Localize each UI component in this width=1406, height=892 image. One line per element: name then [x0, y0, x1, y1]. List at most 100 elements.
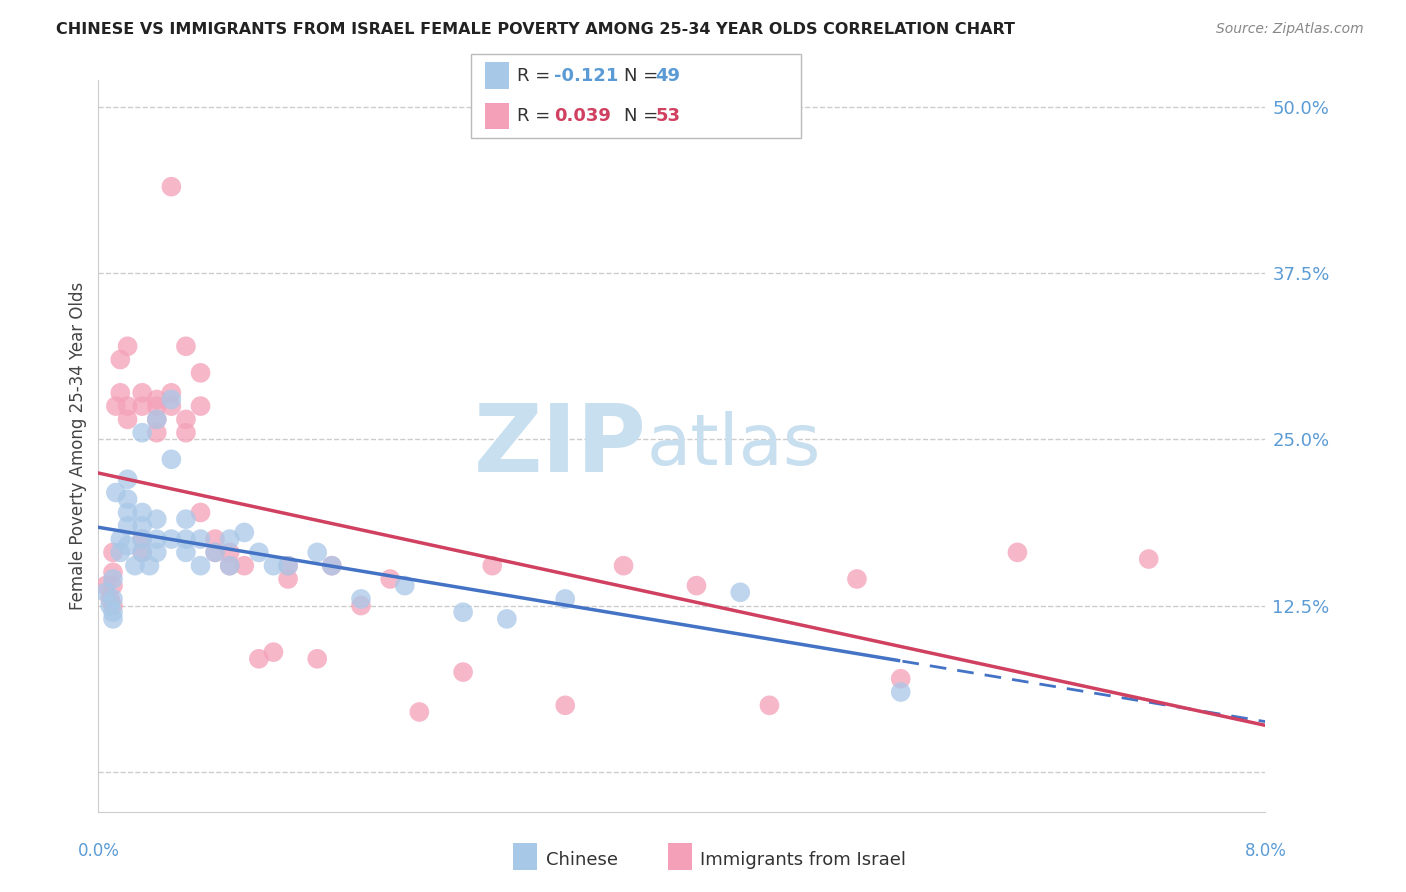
- Point: [408, 705, 430, 719]
- Text: 8.0%: 8.0%: [1244, 842, 1286, 860]
- Point: [890, 672, 912, 686]
- Point: [117, 492, 139, 507]
- Point: [378, 572, 402, 586]
- Point: [190, 558, 212, 573]
- Point: [204, 532, 226, 546]
- Point: [1007, 545, 1029, 559]
- Point: [101, 605, 124, 619]
- Text: R =: R =: [517, 67, 557, 85]
- Point: [131, 532, 153, 546]
- Point: [758, 698, 780, 713]
- Y-axis label: Female Poverty Among 25-34 Year Olds: Female Poverty Among 25-34 Year Olds: [69, 282, 87, 610]
- Point: [218, 532, 240, 546]
- Text: 0.039: 0.039: [554, 107, 610, 125]
- Point: [190, 532, 212, 546]
- Point: [350, 591, 373, 606]
- Point: [131, 399, 153, 413]
- Point: [101, 612, 124, 626]
- Point: [117, 472, 139, 486]
- Point: [117, 518, 139, 533]
- Point: [277, 572, 299, 586]
- Point: [350, 599, 373, 613]
- Point: [117, 339, 139, 353]
- Point: [160, 452, 183, 467]
- Point: [101, 572, 124, 586]
- Point: [218, 558, 240, 573]
- Text: -0.121: -0.121: [554, 67, 619, 85]
- Point: [190, 399, 212, 413]
- Text: CHINESE VS IMMIGRANTS FROM ISRAEL FEMALE POVERTY AMONG 25-34 YEAR OLDS CORRELATI: CHINESE VS IMMIGRANTS FROM ISRAEL FEMALE…: [56, 22, 1015, 37]
- Point: [728, 585, 751, 599]
- Point: [98, 599, 121, 613]
- Point: [554, 591, 576, 606]
- Point: [146, 392, 169, 407]
- Text: ZIP: ZIP: [474, 400, 647, 492]
- Point: [174, 532, 197, 546]
- Point: [174, 545, 197, 559]
- Point: [247, 652, 270, 666]
- Point: [451, 665, 474, 679]
- Point: [307, 545, 329, 559]
- Point: [174, 512, 197, 526]
- Point: [846, 572, 869, 586]
- Point: [146, 532, 169, 546]
- Text: N =: N =: [624, 67, 664, 85]
- Point: [117, 399, 139, 413]
- Point: [104, 399, 127, 413]
- Point: [94, 585, 117, 599]
- Point: [146, 425, 169, 440]
- Point: [98, 591, 121, 606]
- Point: [117, 539, 139, 553]
- Point: [321, 558, 343, 573]
- Point: [131, 425, 153, 440]
- Point: [307, 652, 329, 666]
- Point: [117, 506, 139, 520]
- Point: [101, 599, 124, 613]
- Point: [204, 545, 226, 559]
- Point: [612, 558, 634, 573]
- Point: [174, 412, 197, 426]
- Point: [110, 385, 132, 400]
- Point: [890, 685, 912, 699]
- Point: [101, 566, 124, 580]
- Point: [101, 579, 124, 593]
- Point: [174, 425, 197, 440]
- Point: [131, 506, 153, 520]
- Point: [138, 558, 160, 573]
- Point: [131, 385, 153, 400]
- Point: [117, 412, 139, 426]
- Point: [110, 532, 132, 546]
- Point: [218, 558, 240, 573]
- Point: [247, 545, 270, 559]
- Point: [160, 385, 183, 400]
- Point: [321, 558, 343, 573]
- Point: [110, 545, 132, 559]
- Text: 49: 49: [655, 67, 681, 85]
- Point: [146, 399, 169, 413]
- Point: [496, 612, 519, 626]
- Point: [146, 412, 169, 426]
- Point: [262, 645, 284, 659]
- Point: [190, 506, 212, 520]
- Point: [262, 558, 284, 573]
- Text: Source: ZipAtlas.com: Source: ZipAtlas.com: [1216, 22, 1364, 37]
- Point: [277, 558, 299, 573]
- Point: [146, 545, 169, 559]
- Point: [160, 392, 183, 407]
- Point: [218, 545, 240, 559]
- Point: [94, 579, 117, 593]
- Point: [160, 179, 183, 194]
- Point: [101, 545, 124, 559]
- Point: [394, 579, 416, 593]
- Point: [1137, 552, 1160, 566]
- Point: [131, 545, 153, 559]
- Point: [131, 545, 153, 559]
- Point: [451, 605, 474, 619]
- Text: R =: R =: [517, 107, 557, 125]
- Point: [124, 558, 146, 573]
- Point: [204, 545, 226, 559]
- Point: [190, 366, 212, 380]
- Point: [160, 532, 183, 546]
- Point: [110, 352, 132, 367]
- Point: [131, 518, 153, 533]
